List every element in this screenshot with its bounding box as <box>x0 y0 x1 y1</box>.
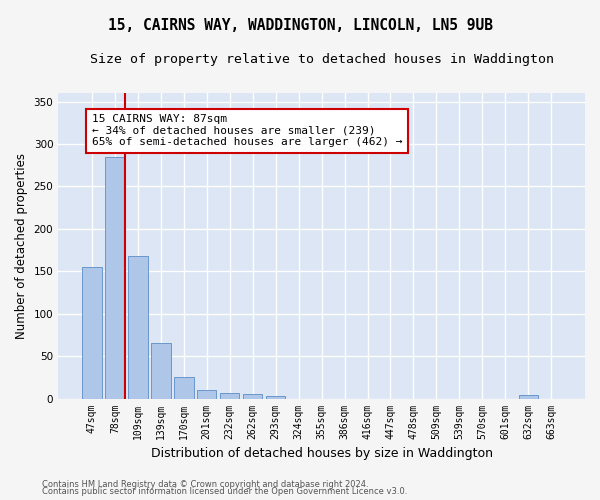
Bar <box>128 256 148 398</box>
X-axis label: Distribution of detached houses by size in Waddington: Distribution of detached houses by size … <box>151 447 493 460</box>
Bar <box>197 390 217 398</box>
Y-axis label: Number of detached properties: Number of detached properties <box>15 153 28 339</box>
Text: 15 CAIRNS WAY: 87sqm
← 34% of detached houses are smaller (239)
65% of semi-deta: 15 CAIRNS WAY: 87sqm ← 34% of detached h… <box>92 114 403 148</box>
Bar <box>266 396 286 398</box>
Bar <box>243 394 262 398</box>
Bar <box>82 267 101 398</box>
Text: Contains HM Land Registry data © Crown copyright and database right 2024.: Contains HM Land Registry data © Crown c… <box>42 480 368 489</box>
Text: 15, CAIRNS WAY, WADDINGTON, LINCOLN, LN5 9UB: 15, CAIRNS WAY, WADDINGTON, LINCOLN, LN5… <box>107 18 493 32</box>
Bar <box>220 392 239 398</box>
Bar <box>105 156 125 398</box>
Title: Size of property relative to detached houses in Waddington: Size of property relative to detached ho… <box>89 52 554 66</box>
Bar <box>151 344 170 398</box>
Text: Contains public sector information licensed under the Open Government Licence v3: Contains public sector information licen… <box>42 487 407 496</box>
Bar <box>174 378 194 398</box>
Bar <box>518 395 538 398</box>
